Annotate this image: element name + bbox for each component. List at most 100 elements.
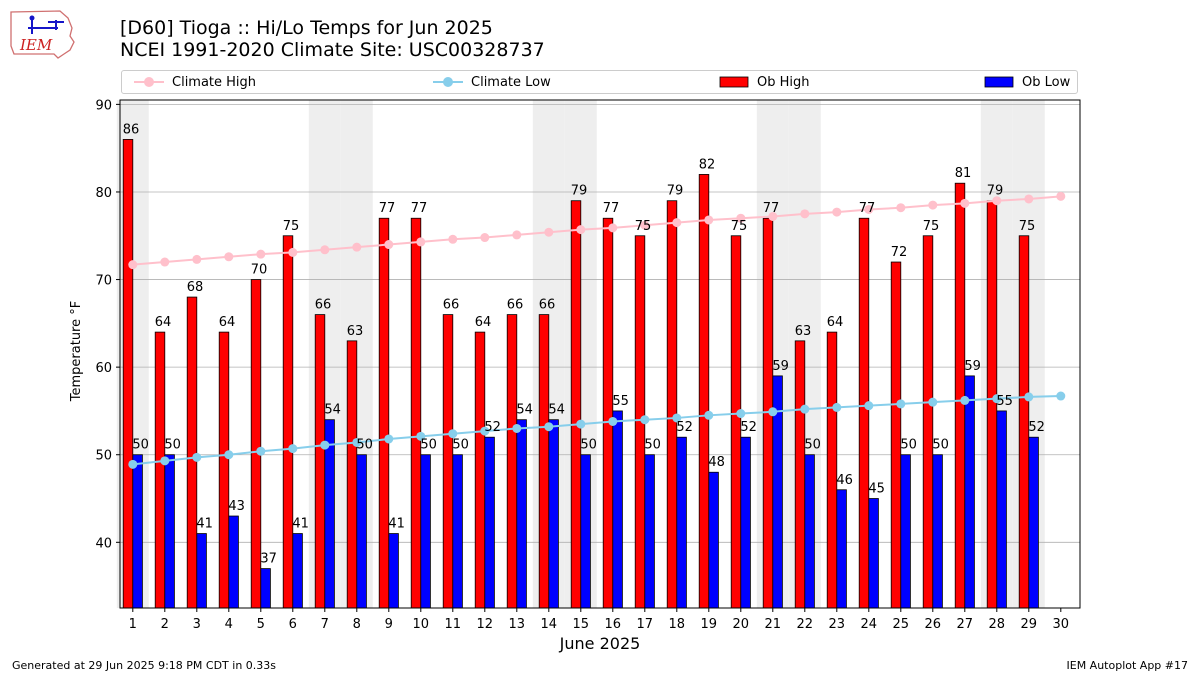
ob-low-label-day-6: 41 (292, 517, 309, 532)
climate-low-point-day-15 (576, 419, 586, 429)
climate-high-point-day-24 (864, 204, 874, 214)
climate-low-point-day-4 (224, 450, 234, 460)
climate-low-line (132, 395, 1061, 466)
ob-low-label-day-8: 50 (356, 438, 373, 453)
ob-high-bar-day-10 (410, 217, 422, 609)
ob-low-label-day-23: 46 (836, 473, 853, 488)
ob-high-label-day-25: 72 (891, 245, 908, 260)
logo-text: IEM (19, 36, 53, 54)
x-tick-label-15: 15 (573, 617, 590, 632)
climate-high-point-day-3 (192, 254, 202, 264)
ob-high-label-day-29: 75 (1019, 219, 1036, 234)
ob-low-bar-day-11 (452, 454, 463, 609)
ob-low-bar-day-17 (644, 454, 655, 609)
weather-station-icon (28, 18, 64, 34)
climate-high-point-day-2 (160, 257, 170, 267)
ob-low-bar-day-24 (868, 498, 879, 609)
ob-low-label-day-2: 50 (164, 438, 181, 453)
ob-low-label-day-21: 59 (772, 359, 789, 374)
climate-low-point-day-10 (416, 431, 426, 441)
ob-low-label-day-24: 45 (868, 482, 885, 497)
x-tick-label-2: 2 (161, 617, 169, 632)
climate-high-point-day-29 (1024, 194, 1034, 204)
climate-high-point-day-25 (896, 203, 906, 213)
ob-low-label-day-16: 55 (612, 394, 629, 409)
climate-low-point-day-9 (384, 434, 394, 444)
x-tick-label-12: 12 (477, 617, 494, 632)
station-dot (29, 15, 35, 21)
climate-high-point-day-10 (416, 237, 426, 247)
iem-logo: IEM (10, 10, 75, 59)
climate-low-point-day-3 (192, 452, 202, 462)
ob-high-label-day-2: 64 (155, 315, 172, 330)
x-tick-label-28: 28 (989, 617, 1006, 632)
legend-label-climate-low: Climate Low (471, 74, 551, 90)
ob-high-bar-day-16 (602, 217, 614, 609)
ob-low-bar-day-29 (1028, 436, 1039, 609)
climate-high-point-day-16 (608, 223, 618, 233)
climate-low-point-day-2 (160, 456, 170, 466)
x-tick-label-8: 8 (353, 617, 361, 632)
ob-low-label-day-29: 52 (1028, 420, 1045, 435)
climate-high-point-day-14 (544, 227, 554, 237)
ob-high-label-day-1: 86 (123, 122, 140, 137)
climate-low-point-day-23 (832, 402, 842, 412)
x-tick-label-24: 24 (861, 617, 878, 632)
ob-low-bar-day-27 (964, 375, 975, 609)
climate-high-point-day-15 (576, 225, 586, 235)
ob-low-label-day-9: 41 (388, 517, 405, 532)
ob-high-bar-day-9 (378, 217, 390, 609)
ob-high-label-day-15: 79 (571, 184, 588, 199)
climate-high-point-day-4 (224, 252, 234, 262)
climate-low-point-day-5 (256, 446, 266, 456)
x-tick-label-25: 25 (893, 617, 910, 632)
ob-high-label-day-10: 77 (411, 201, 428, 216)
ob-low-bar-day-2 (164, 454, 175, 609)
ob-low-label-day-1: 50 (132, 438, 149, 453)
climate-high-point-day-26 (928, 200, 938, 210)
ob-high-bar-day-1 (122, 139, 134, 609)
climate-low-point-day-30 (1056, 391, 1066, 401)
ob-low-bar-day-4 (228, 515, 239, 609)
y-tick-label-50: 50 (95, 449, 112, 464)
ob-low-label-day-20: 52 (740, 420, 757, 435)
climate-low-point-day-14 (544, 422, 554, 432)
climate-high-point-day-12 (480, 233, 490, 243)
legend-label-climate-high: Climate High (172, 74, 257, 90)
climate-low-point-day-27 (960, 395, 970, 405)
ob-low-label-day-7: 54 (324, 403, 341, 418)
ob-low-bar-day-5 (260, 568, 271, 609)
ob-low-label-day-10: 50 (420, 438, 437, 453)
climate-low-point-day-11 (448, 429, 458, 439)
ob-high-bar-day-18 (666, 200, 678, 609)
x-tick-label-18: 18 (669, 617, 686, 632)
climate-low-point-day-21 (768, 407, 778, 417)
ob-high-label-day-17: 75 (635, 219, 652, 234)
chart-subtitle: NCEI 1991-2020 Climate Site: USC00328737 (120, 39, 545, 61)
ob-high-bar-day-13 (506, 314, 518, 609)
x-tick-label-9: 9 (385, 617, 393, 632)
x-tick-label-13: 13 (509, 617, 526, 632)
ob-high-bar-day-12 (474, 331, 486, 609)
ob-high-label-day-24: 77 (859, 201, 876, 216)
ob-low-label-day-25: 50 (900, 438, 917, 453)
climate-high-point-day-1 (128, 260, 138, 270)
x-tick-label-14: 14 (541, 617, 558, 632)
ob-low-bar-day-10 (420, 454, 431, 609)
ob-low-bar-day-6 (292, 533, 303, 609)
climate-high-point-day-5 (256, 249, 266, 259)
ob-high-bar-day-22 (794, 340, 806, 609)
climate-high-point-day-13 (512, 230, 522, 240)
ob-low-bar-day-1 (132, 454, 143, 609)
ob-high-label-day-21: 77 (763, 201, 780, 216)
ob-high-bar-day-4 (218, 331, 230, 609)
ob-high-label-day-19: 82 (699, 157, 716, 172)
x-tick-label-11: 11 (445, 617, 462, 632)
ob-low-label-day-26: 50 (932, 438, 949, 453)
ob-high-label-day-4: 64 (219, 315, 236, 330)
ob-high-label-day-27: 81 (955, 166, 972, 181)
x-tick-label-19: 19 (701, 617, 718, 632)
chart-title: [D60] Tioga :: Hi/Lo Temps for Jun 2025 (120, 17, 493, 39)
ob-high-label-day-14: 66 (539, 298, 556, 313)
ob-high-label-day-12: 64 (475, 315, 492, 330)
